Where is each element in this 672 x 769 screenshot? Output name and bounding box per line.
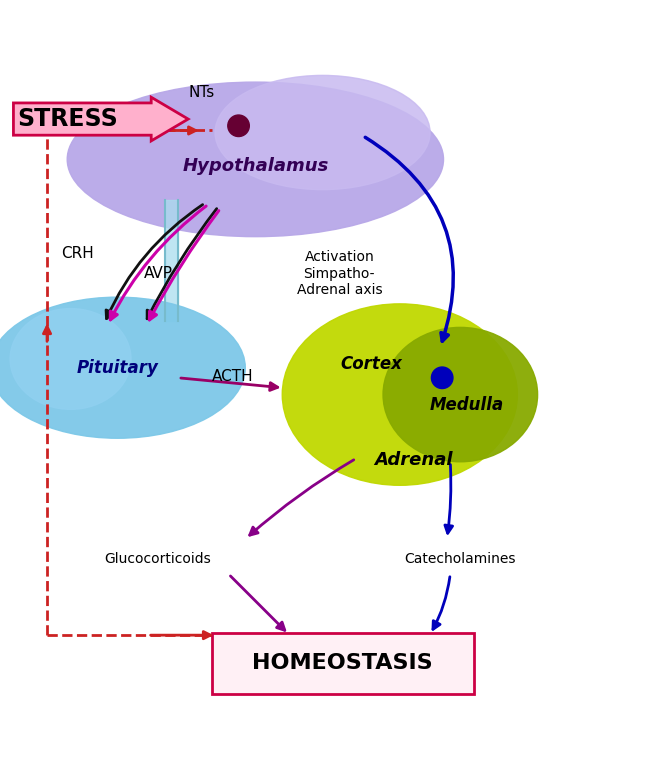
Ellipse shape xyxy=(282,304,517,485)
Ellipse shape xyxy=(67,82,444,237)
Ellipse shape xyxy=(215,75,430,190)
FancyArrow shape xyxy=(13,97,188,141)
Text: CRH: CRH xyxy=(61,246,93,261)
Text: HOMEOSTASIS: HOMEOSTASIS xyxy=(253,654,433,674)
Text: AVP: AVP xyxy=(143,266,173,281)
Polygon shape xyxy=(165,200,178,321)
FancyBboxPatch shape xyxy=(212,633,474,694)
Text: Pituitary: Pituitary xyxy=(77,358,159,377)
Text: Cortex: Cortex xyxy=(341,355,403,373)
Text: Adrenal: Adrenal xyxy=(374,451,452,469)
Ellipse shape xyxy=(0,297,245,438)
Ellipse shape xyxy=(383,328,538,461)
Text: ACTH: ACTH xyxy=(212,369,253,384)
Circle shape xyxy=(431,367,453,388)
Text: Medulla: Medulla xyxy=(430,396,504,414)
Circle shape xyxy=(228,115,249,137)
Text: Catecholamines: Catecholamines xyxy=(405,552,516,566)
Text: Hypothalamus: Hypothalamus xyxy=(182,157,329,175)
Text: STRESS: STRESS xyxy=(17,107,118,131)
Ellipse shape xyxy=(10,308,131,409)
Text: NTs: NTs xyxy=(188,85,215,100)
Text: Glucocorticoids: Glucocorticoids xyxy=(105,552,211,566)
Text: Activation
Simpatho-
Adrenal axis: Activation Simpatho- Adrenal axis xyxy=(296,251,382,297)
